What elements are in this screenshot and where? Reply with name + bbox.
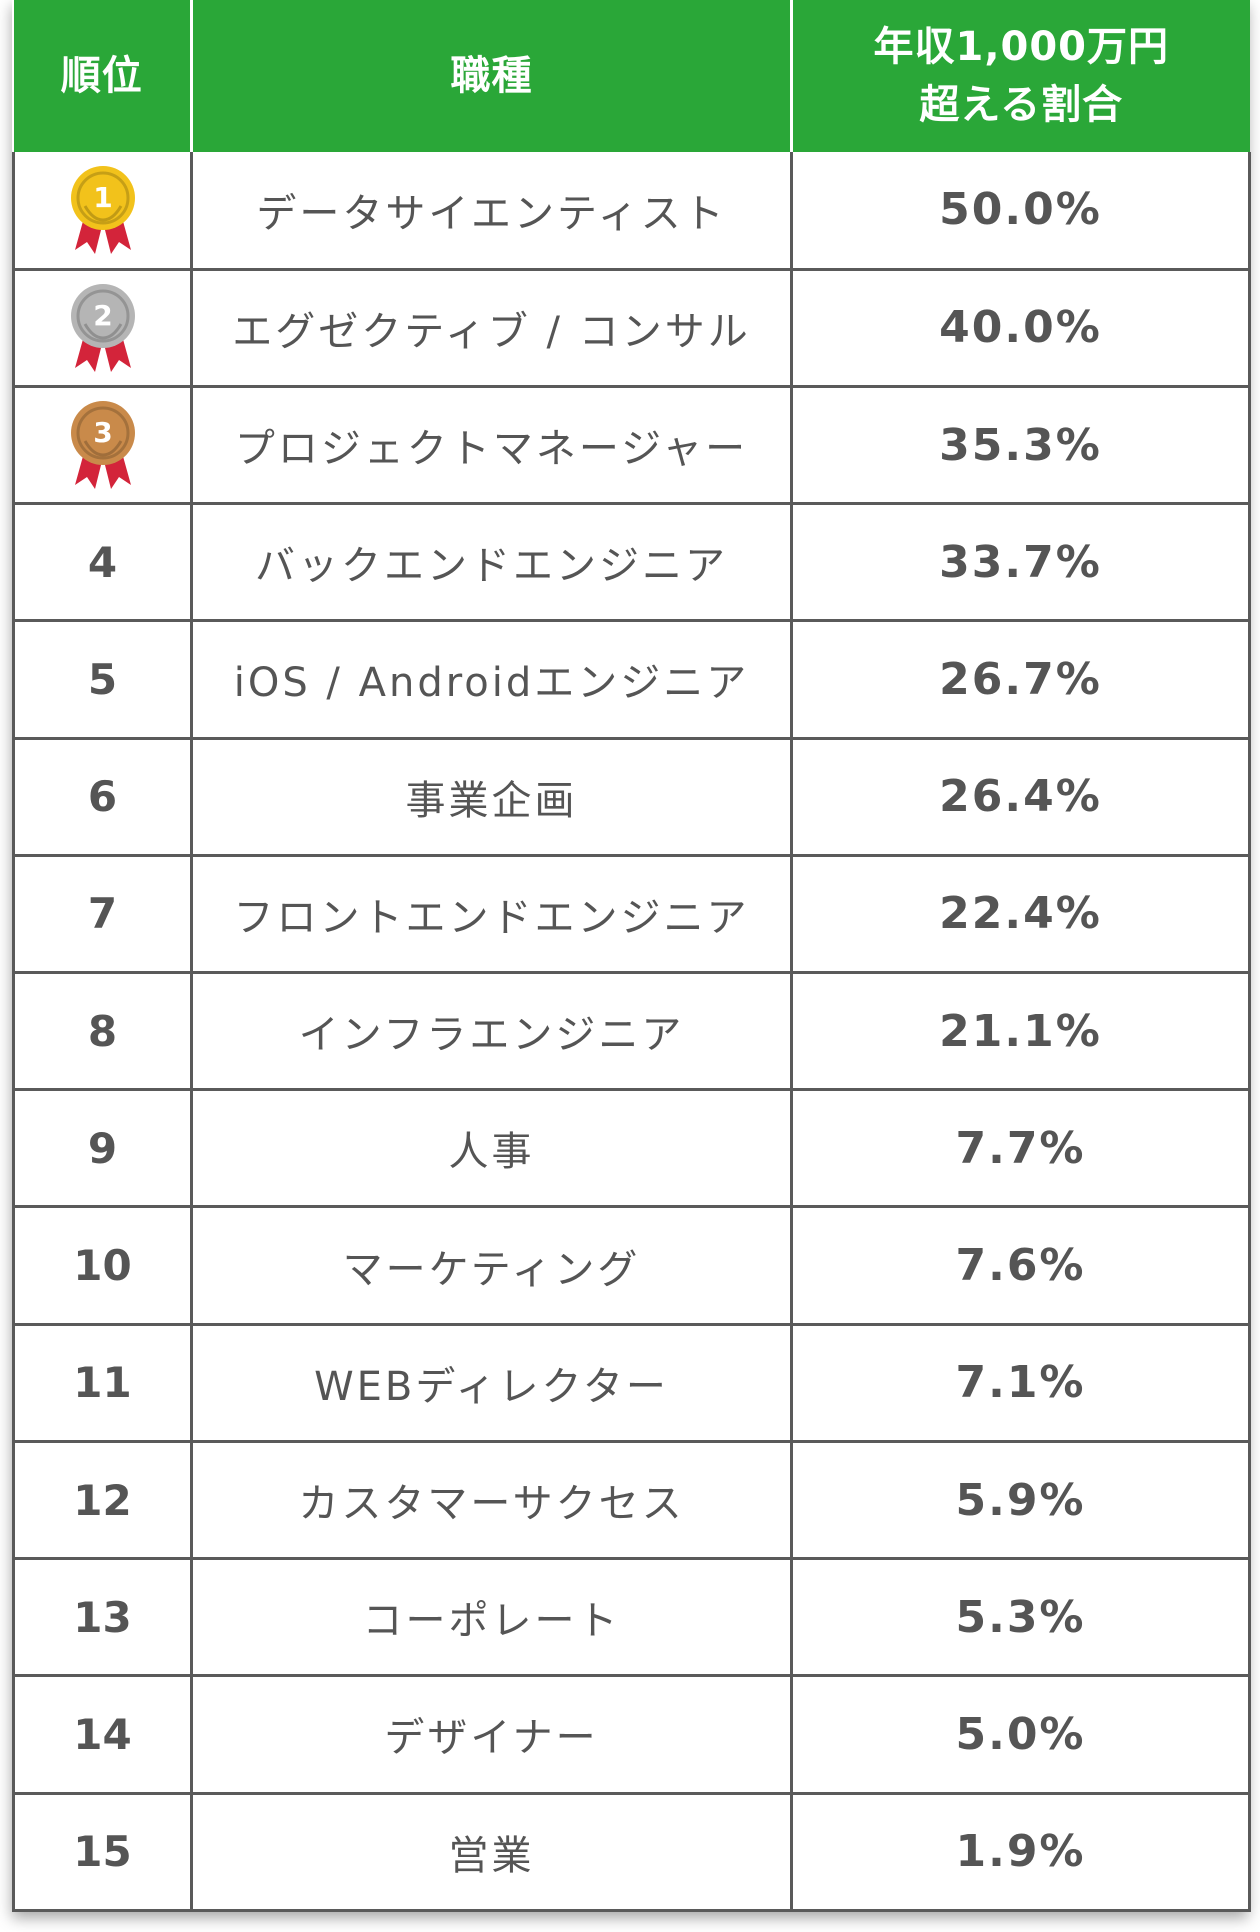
percentage-cell: 40.0% (790, 267, 1251, 388)
table-row: 6 事業企画 26.4% (12, 736, 1251, 857)
job-cell: コーポレート (190, 1557, 793, 1678)
medal-rank-number: 1 (93, 181, 112, 214)
job-cell: 営業 (190, 1791, 793, 1913)
medal-rank-number: 2 (93, 299, 112, 332)
table-row: 12 カスタマーサクセス 5.9% (12, 1439, 1251, 1561)
rank-medal-cell: 1 (12, 152, 193, 271)
rank-cell: 4 (12, 502, 193, 623)
ranking-table-card: 順位 職種 年収1,000万円 超える割合 1 データサイエンティスト 50.0% 2… (12, 0, 1251, 1913)
percentage-cell: 1.9% (790, 1791, 1251, 1913)
header-rank: 順位 (13, 0, 193, 152)
table-row: 2 エグゼクティブ / コンサル 40.0% (12, 267, 1251, 388)
rank-cell: 10 (12, 1205, 193, 1326)
table-row: 15 営業 1.9% (12, 1791, 1251, 1913)
job-cell: 事業企画 (190, 736, 793, 857)
percentage-cell: 50.0% (790, 152, 1251, 271)
percentage-cell: 26.7% (790, 619, 1251, 740)
rank-medal-cell: 3 (12, 384, 193, 506)
gold-medal-icon: 1 (70, 165, 135, 254)
table-row: 10 マーケティング 7.6% (12, 1205, 1251, 1326)
rank-cell: 9 (12, 1088, 193, 1209)
percentage-cell: 5.9% (790, 1439, 1251, 1561)
rank-cell: 12 (12, 1439, 193, 1561)
job-cell: カスタマーサクセス (190, 1439, 793, 1561)
rank-cell: 5 (12, 619, 193, 740)
rank-cell: 14 (12, 1674, 193, 1795)
table-row: 1 データサイエンティスト 50.0% (12, 152, 1251, 271)
percentage-cell: 22.4% (790, 853, 1251, 975)
job-cell: データサイエンティスト (190, 152, 793, 271)
percentage-cell: 21.1% (790, 971, 1251, 1092)
table-row: 5 iOS / Androidエンジニア 26.7% (12, 619, 1251, 740)
ranking-table: 順位 職種 年収1,000万円 超える割合 1 データサイエンティスト 50.0% 2… (12, 0, 1251, 1913)
header-job: 職種 (191, 0, 793, 152)
header-ratio: 年収1,000万円 超える割合 (791, 0, 1250, 152)
job-cell: プロジェクトマネージャー (190, 384, 793, 506)
medal-rank-number: 3 (93, 416, 112, 449)
job-cell: バックエンドエンジニア (190, 502, 793, 623)
percentage-cell: 7.7% (790, 1088, 1251, 1209)
bronze-medal-icon: 3 (70, 401, 135, 490)
job-cell: インフラエンジニア (190, 971, 793, 1092)
job-cell: デザイナー (190, 1674, 793, 1795)
table-row: 13 コーポレート 5.3% (12, 1557, 1251, 1678)
rank-cell: 6 (12, 736, 193, 857)
table-row: 4 バックエンドエンジニア 33.7% (12, 502, 1251, 623)
job-cell: エグゼクティブ / コンサル (190, 267, 793, 388)
table-row: 8 インフラエンジニア 21.1% (12, 971, 1251, 1092)
rank-cell: 15 (12, 1791, 193, 1913)
percentage-cell: 26.4% (790, 736, 1251, 857)
job-cell: フロントエンドエンジニア (190, 853, 793, 975)
rank-cell: 11 (12, 1322, 193, 1443)
percentage-cell: 7.1% (790, 1322, 1251, 1443)
percentage-cell: 5.3% (790, 1557, 1251, 1678)
table-row: 9 人事 7.7% (12, 1088, 1251, 1209)
table-header-row: 順位 職種 年収1,000万円 超える割合 (13, 0, 1250, 152)
job-cell: WEBディレクター (190, 1322, 793, 1443)
silver-medal-icon: 2 (70, 283, 135, 372)
job-cell: 人事 (190, 1088, 793, 1209)
percentage-cell: 35.3% (790, 384, 1251, 506)
rank-cell: 7 (12, 853, 193, 975)
table-row: 3 プロジェクトマネージャー 35.3% (12, 384, 1251, 506)
rank-cell: 13 (12, 1557, 193, 1678)
header-ratio-line1: 年収1,000万円 (873, 24, 1170, 70)
table-row: 14 デザイナー 5.0% (12, 1674, 1251, 1795)
rank-cell: 8 (12, 971, 193, 1092)
job-cell: マーケティング (190, 1205, 793, 1326)
table-row: 7 フロントエンドエンジニア 22.4% (12, 853, 1251, 975)
percentage-cell: 5.0% (790, 1674, 1251, 1795)
percentage-cell: 33.7% (790, 502, 1251, 623)
header-ratio-line2: 超える割合 (919, 82, 1124, 128)
table-row: 11 WEBディレクター 7.1% (12, 1322, 1251, 1443)
percentage-cell: 7.6% (790, 1205, 1251, 1326)
job-cell: iOS / Androidエンジニア (190, 619, 793, 740)
rank-medal-cell: 2 (12, 267, 193, 388)
